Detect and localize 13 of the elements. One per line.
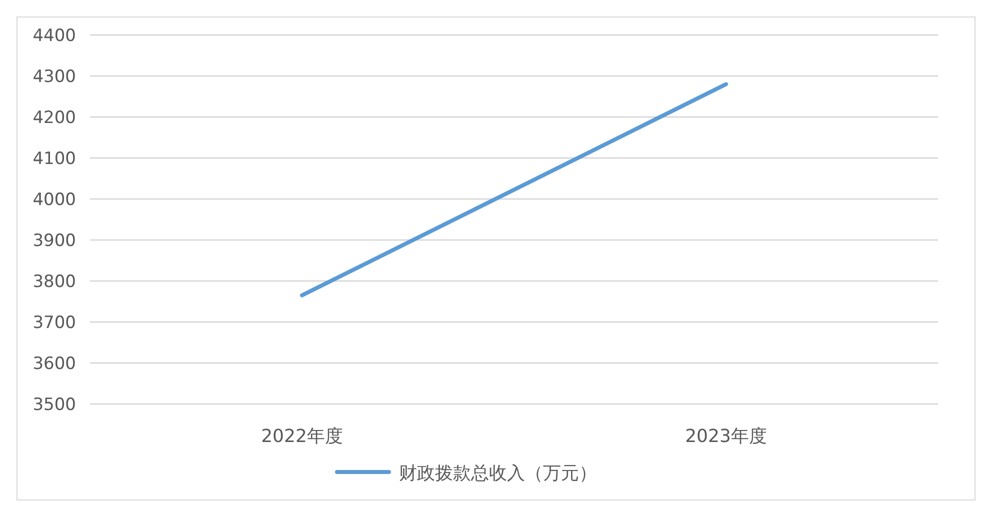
legend-label: 财政拨款总收入（万元） bbox=[399, 463, 597, 484]
y-tick-label: 3600 bbox=[32, 354, 76, 374]
y-tick-label: 4200 bbox=[32, 108, 76, 128]
y-tick-label: 3900 bbox=[32, 231, 76, 251]
y-tick-label: 4300 bbox=[32, 67, 76, 87]
y-tick-label: 4100 bbox=[32, 149, 76, 169]
y-tick-label: 4000 bbox=[32, 190, 76, 210]
x-tick-label: 2022年度 bbox=[261, 426, 343, 447]
y-tick-label: 3800 bbox=[32, 272, 76, 292]
y-tick-label: 4400 bbox=[32, 26, 76, 46]
y-tick-label: 3500 bbox=[32, 395, 76, 415]
x-tick-label: 2023年度 bbox=[685, 426, 767, 447]
y-tick-label: 3700 bbox=[32, 313, 76, 333]
